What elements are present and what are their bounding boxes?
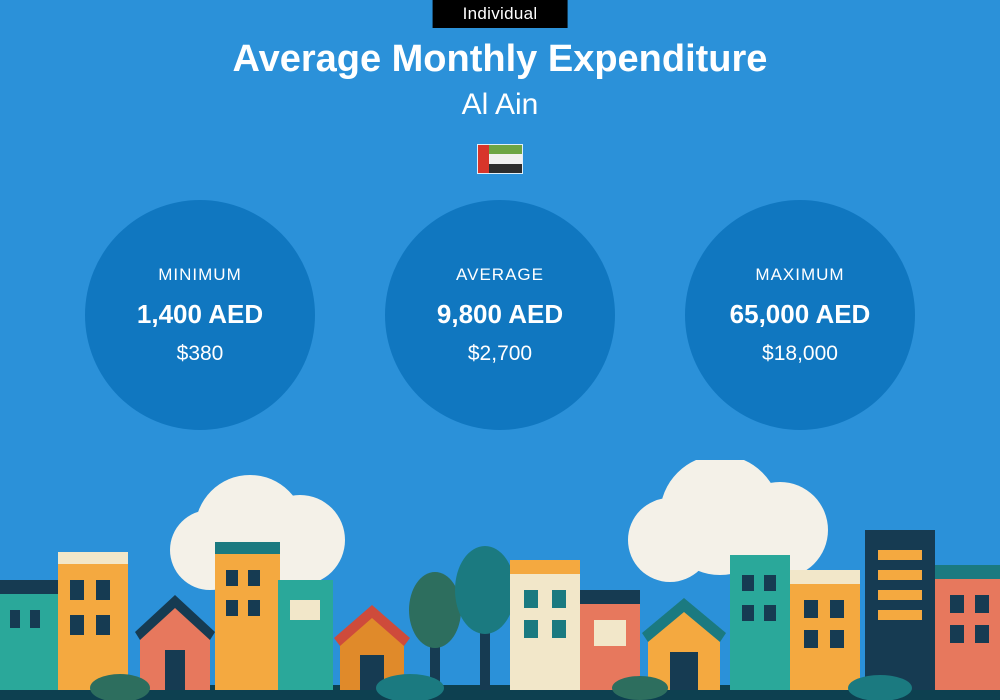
- flag-hoist: [478, 145, 489, 173]
- stat-primary: 65,000 AED: [730, 299, 871, 330]
- stat-secondary: $2,700: [468, 342, 532, 366]
- uae-flag-icon: [477, 144, 523, 174]
- cloud-icon: [628, 460, 828, 582]
- flag-stripe-bot: [489, 164, 522, 173]
- category-badge-label: Individual: [463, 4, 538, 23]
- stat-maximum: MAXIMUM 65,000 AED $18,000: [685, 200, 915, 430]
- tree-icon: [455, 546, 515, 690]
- stat-label: MAXIMUM: [755, 265, 844, 285]
- stat-minimum: MINIMUM 1,400 AED $380: [85, 200, 315, 430]
- stat-primary: 1,400 AED: [137, 299, 263, 330]
- stat-circles: MINIMUM 1,400 AED $380 AVERAGE 9,800 AED…: [0, 200, 1000, 430]
- stat-secondary: $380: [177, 342, 224, 366]
- category-badge: Individual: [433, 0, 568, 28]
- flag-stripe-top: [489, 145, 522, 154]
- stat-primary: 9,800 AED: [437, 299, 563, 330]
- flag-stripes: [489, 145, 522, 173]
- stat-label: MINIMUM: [158, 265, 241, 285]
- infographic-canvas: Individual Average Monthly Expenditure A…: [0, 0, 1000, 700]
- stat-average: AVERAGE 9,800 AED $2,700: [385, 200, 615, 430]
- stat-label: AVERAGE: [456, 265, 544, 285]
- cityscape-illustration: [0, 460, 1000, 700]
- flag-stripe-mid: [489, 154, 522, 163]
- page-subtitle: Al Ain: [0, 88, 1000, 122]
- stat-secondary: $18,000: [762, 342, 838, 366]
- tree-icon: [409, 572, 461, 690]
- page-title: Average Monthly Expenditure: [0, 38, 1000, 81]
